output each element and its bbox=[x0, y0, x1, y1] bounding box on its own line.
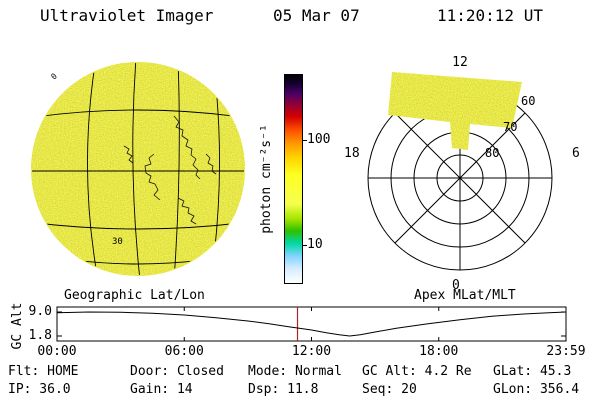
colorbar-tick-10: 10 bbox=[307, 236, 323, 252]
apex-polar-plot bbox=[367, 72, 553, 271]
mlt-label-18: 18 bbox=[344, 146, 360, 161]
xtick-2359: 23:59 bbox=[546, 344, 586, 359]
geographic-disk-image: 0 30 bbox=[31, 62, 245, 276]
mlat-label-60: 60 bbox=[521, 94, 536, 108]
colorbar bbox=[284, 74, 303, 284]
gc-alt-curve bbox=[56, 311, 567, 337]
xtick-1200: 12:00 bbox=[291, 344, 332, 359]
colorbar-tick-100: 100 bbox=[307, 131, 331, 147]
colorbar-units-label: photon cm⁻²s⁻¹ bbox=[259, 124, 274, 234]
disk-grid-label-0: 0 bbox=[49, 71, 59, 81]
status-dsp: Dsp: 11.8 bbox=[248, 382, 319, 397]
status-seq: Seq: 20 bbox=[362, 382, 417, 397]
plot-frame bbox=[56, 306, 567, 342]
polar-panel-label: Apex MLat/MLT bbox=[414, 288, 516, 303]
status-gc-alt: GC Alt: 4.2 Re bbox=[362, 364, 472, 379]
gc-alt-plot bbox=[56, 306, 567, 342]
earth-disk bbox=[31, 62, 245, 276]
mlat-label-70: 70 bbox=[503, 120, 518, 134]
ytick-top: 9.0 bbox=[28, 304, 52, 319]
status-mode: Mode: Normal bbox=[248, 364, 342, 379]
uvi-swath-patch bbox=[388, 72, 522, 150]
status-gain: Gain: 14 bbox=[130, 382, 193, 397]
status-ip: IP: 36.0 bbox=[8, 382, 71, 397]
xtick-0000: 00:00 bbox=[37, 344, 77, 359]
mlt-label-0: 0 bbox=[452, 278, 460, 293]
coastlines bbox=[123, 115, 217, 225]
mlt-label-12: 12 bbox=[452, 55, 468, 70]
colorbar-tick-mark bbox=[302, 139, 307, 141]
disk-panel-label: Geographic Lat/Lon bbox=[64, 288, 205, 303]
mlat-label-80: 80 bbox=[485, 146, 500, 160]
app-title: Ultraviolet Imager bbox=[40, 6, 214, 25]
header-date: 05 Mar 07 bbox=[273, 6, 360, 25]
status-flight: Flt: HOME bbox=[8, 364, 79, 379]
ytick-bottom: 1.8 bbox=[28, 328, 52, 343]
xtick-1800: 18:00 bbox=[419, 344, 459, 359]
colorbar-tick-mark bbox=[302, 244, 307, 246]
status-glon: GLon: 356.4 bbox=[493, 382, 580, 397]
status-glat: GLat: 45.3 bbox=[493, 364, 572, 379]
mlt-label-6: 6 bbox=[572, 146, 580, 161]
polar-grid bbox=[367, 85, 553, 271]
header-time: 11:20:12 UT bbox=[437, 6, 543, 25]
disk-grid-label-30: 30 bbox=[112, 237, 123, 247]
xtick-0600: 06:00 bbox=[164, 344, 204, 359]
status-door: Door: Closed bbox=[130, 364, 224, 379]
